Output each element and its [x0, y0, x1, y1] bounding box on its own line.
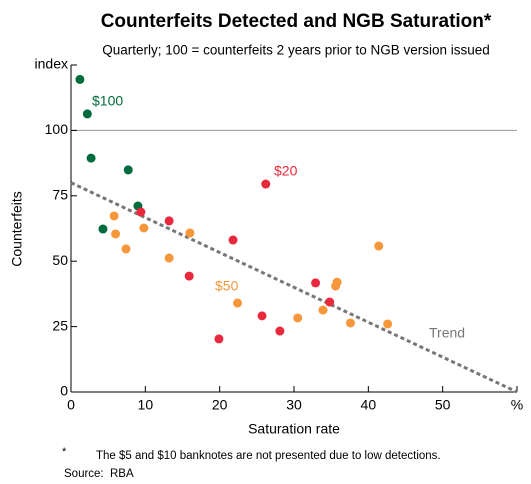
point [185, 228, 195, 238]
series-label: $20 [274, 163, 298, 179]
chart-title: Counterfeits Detected and NGB Saturation… [101, 11, 492, 32]
x-tick-label: 10 [138, 397, 154, 413]
point [233, 298, 243, 308]
point [318, 305, 328, 315]
point [331, 281, 341, 291]
point [86, 153, 96, 163]
y-tick-label: index [35, 56, 68, 72]
point [214, 334, 224, 344]
point [383, 319, 393, 329]
point [257, 311, 267, 321]
point [139, 223, 149, 233]
x-tick-label: 0 [67, 397, 75, 413]
point [275, 326, 285, 336]
series-label: $50 [215, 278, 239, 294]
note-marker: * [62, 446, 67, 458]
x-tick-label: % [511, 397, 523, 413]
y-tick-label: 25 [52, 317, 68, 333]
point [325, 297, 335, 307]
point [109, 211, 119, 221]
point [136, 207, 146, 217]
chart-subtitle: Quarterly; 100 = counterfeits 2 years pr… [102, 43, 490, 58]
y-tick-label: 100 [45, 121, 69, 137]
y-tick-label: 0 [60, 383, 68, 399]
source-label: Source: [64, 468, 104, 479]
y-axis-label: Counterfeits [9, 191, 25, 266]
point [228, 235, 238, 245]
point [345, 318, 355, 328]
point [111, 229, 121, 239]
point [311, 278, 321, 288]
point [121, 244, 131, 254]
point [261, 179, 271, 189]
point [164, 253, 174, 263]
x-tick-label: 50 [435, 397, 451, 413]
x-tick-label: 30 [286, 397, 302, 413]
series-label: $100 [92, 93, 123, 109]
point [98, 224, 108, 234]
point [82, 109, 92, 119]
point [164, 216, 174, 226]
point [374, 241, 384, 251]
y-tick-label: 50 [52, 252, 68, 268]
x-axis-label: Saturation rate [248, 421, 340, 437]
point [293, 313, 303, 323]
x-tick-label: 40 [361, 397, 377, 413]
point [75, 74, 85, 84]
trend-line [70, 181, 518, 394]
note-text: The $5 and $10 banknotes are not present… [96, 450, 441, 462]
x-tick-label: 20 [212, 397, 228, 413]
trend-label: Trend [429, 325, 465, 341]
point [123, 165, 133, 175]
source-text: RBA [110, 468, 134, 479]
point [184, 271, 194, 281]
y-tick-label: 75 [52, 187, 68, 203]
